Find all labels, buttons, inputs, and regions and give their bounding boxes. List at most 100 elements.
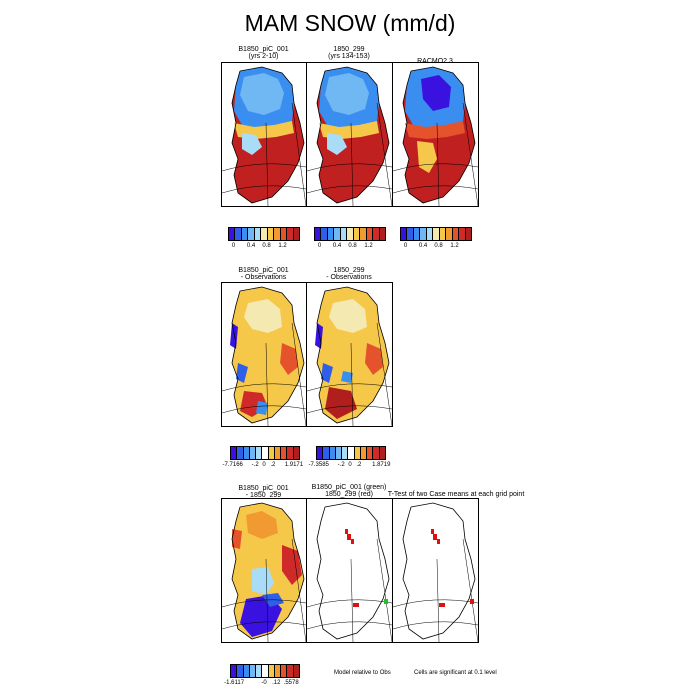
colorbar-swatch: [249, 447, 257, 459]
tick-label: 0.4: [332, 243, 342, 249]
map-panel-1850-299: [306, 62, 393, 207]
colorbar-swatch: [293, 228, 299, 240]
map-panel-1850-299-minus-obs: [306, 282, 393, 427]
figure-title: MAM SNOW (mm/d): [244, 10, 456, 36]
panel-title-r1-p3: RACMO2.3: [392, 58, 478, 65]
colorbar-swatch: [229, 228, 236, 240]
colorbar-swatch: [407, 228, 414, 240]
map-panel-ttest-significance: [392, 498, 479, 643]
colorbar-swatch: [293, 665, 299, 677]
tick-label: .12: [272, 680, 281, 686]
panel-title-line: 1850_299: [333, 46, 365, 53]
tick-label: 0.4: [418, 243, 428, 249]
colorbar-swatch: [241, 228, 249, 240]
significance-map: [307, 502, 392, 642]
colorbar-swatch: [360, 447, 368, 459]
colorbar-swatch: [327, 228, 335, 240]
colorbar-swatch: [231, 665, 238, 677]
colorbar-swatch: [373, 228, 380, 240]
colorbar-swatch: [452, 228, 460, 240]
colorbar-swatch: [235, 228, 242, 240]
colorbar-swatch: [262, 665, 269, 677]
panel-title-line: - Observations: [326, 274, 372, 281]
colorbar-swatch: [287, 228, 294, 240]
colorbar-swatch: [347, 228, 354, 240]
tick-label: -.2: [337, 462, 345, 468]
colorbar-swatch: [367, 447, 374, 459]
greenland-snow-map: [393, 66, 478, 206]
colorbar-ticks-r2-p1: -7.7166 -.2 0 .2 1.9171: [223, 462, 304, 470]
sig-cell-green: [384, 599, 388, 604]
greenland-snow-map: [222, 66, 306, 206]
colorbar-swatch: [433, 228, 440, 240]
panel-title-line: B1850_piC_001: [238, 267, 289, 274]
colorbar-swatch: [353, 228, 361, 240]
colorbar-swatch: [335, 447, 343, 459]
panel-title-line: RACMO2.3: [392, 58, 478, 65]
colorbar-swatch: [281, 447, 288, 459]
tick-label: 1.2: [364, 243, 373, 249]
colorbar-swatch: [256, 447, 263, 459]
colorbar-swatch: [321, 228, 328, 240]
panel-title-r3-p1: B1850_piC_001 - 1850_299: [221, 485, 306, 499]
colorbar-swatch: [274, 228, 281, 240]
colorbar-swatch: [315, 228, 322, 240]
tick-label: 1.2: [278, 243, 287, 249]
panel-title-line: - 1850_299: [245, 492, 282, 499]
panel-title-r3-p2: B1850_piC_001 (green) 1850_299 (red): [306, 484, 392, 498]
tick-label: .5578: [283, 680, 299, 686]
colorbar-swatch: [366, 228, 374, 240]
map-panel-ttest-green-red: [306, 498, 393, 643]
colorbar-swatch: [373, 447, 380, 459]
colorbar-swatch: [249, 665, 257, 677]
colorbar-swatch: [459, 228, 466, 240]
tick-label: 1.2: [450, 243, 459, 249]
colorbar-swatch: [274, 665, 282, 677]
colorbar-swatch: [360, 228, 367, 240]
map-panel-racmo: [392, 62, 479, 207]
sig-cell: [470, 599, 474, 604]
map-panel-b1850: [221, 62, 307, 207]
colorbar-swatch: [243, 447, 250, 459]
colorbar-swatch: [256, 665, 263, 677]
greenland-bias-map: [307, 286, 392, 426]
panel-title-line: B1850_piC_001: [238, 485, 289, 492]
panel-title-r1-p1: B1850_piC_001 (yrs 2-10): [221, 46, 306, 60]
colorbar-swatch: [329, 447, 336, 459]
panel-title-r2-p1: B1850_piC_001 - Observations: [221, 267, 306, 281]
tick-label: 0: [403, 243, 408, 249]
colorbar-swatch: [243, 665, 250, 677]
sig-cell: [439, 603, 445, 607]
tick-label: .2: [356, 462, 362, 468]
colorbar-swatch: [348, 447, 355, 459]
panel-title-line: - Observations: [240, 274, 287, 281]
colorbar-swatch: [293, 447, 299, 459]
colorbar-swatch: [267, 228, 275, 240]
colorbar-swatch: [237, 665, 244, 677]
sig-cell: [347, 534, 351, 540]
colorbar-swatch: [465, 228, 471, 240]
tick-label: 0: [262, 462, 266, 468]
colorbar-swatch: [268, 447, 275, 459]
colorbar-swatch: [237, 447, 244, 459]
colorbar-ticks-r1-p2: 0 0.4 0.8 1.2: [314, 243, 384, 251]
colorbar-ticks-r3-p1: -1.6117 -0 .12 .5578: [224, 680, 299, 688]
tick-label: -.2: [251, 462, 259, 468]
greenland-bias-map: [222, 286, 306, 426]
tick-label: -0: [261, 680, 267, 686]
tick-label: 0: [317, 243, 322, 249]
panel-title-line: (yrs 134-153): [328, 53, 370, 60]
tick-label: 0.8: [434, 243, 443, 249]
tick-label: 1.9171: [284, 462, 304, 468]
colorbar-swatch: [287, 447, 294, 459]
tick-label: .2: [270, 462, 276, 468]
tick-label: 0.8: [262, 243, 271, 249]
colorbar-swatch: [379, 228, 385, 240]
note-significance-level: Cells are significant at 0.1 level: [414, 670, 497, 676]
sig-cell: [437, 539, 440, 544]
colorbar-swatch: [401, 228, 408, 240]
tick-label: 0: [231, 243, 236, 249]
colorbar-swatch: [317, 447, 324, 459]
ttest-title: T-Test of two Case means at each grid po…: [387, 491, 525, 498]
colorbar-swatch: [280, 228, 288, 240]
